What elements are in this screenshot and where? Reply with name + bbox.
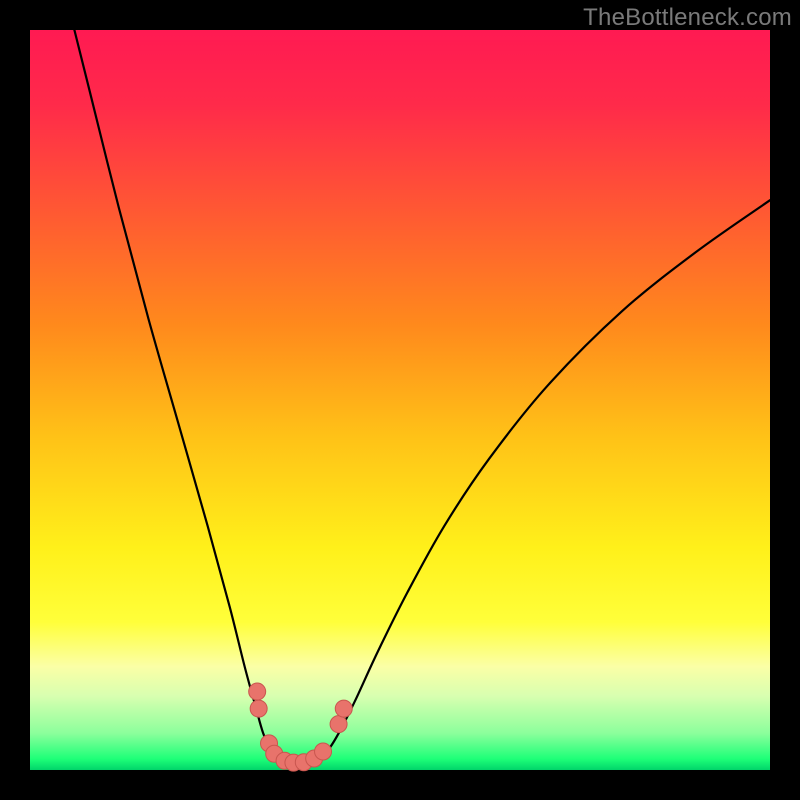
curve-marker — [335, 700, 352, 717]
curve-marker — [250, 700, 267, 717]
bottleneck-chart — [0, 0, 800, 800]
gradient-plot-area — [30, 30, 770, 770]
chart-stage: TheBottleneck.com — [0, 0, 800, 800]
watermark-text: TheBottleneck.com — [583, 4, 792, 32]
curve-marker — [330, 716, 347, 733]
curve-marker — [249, 683, 266, 700]
curve-marker — [315, 743, 332, 760]
